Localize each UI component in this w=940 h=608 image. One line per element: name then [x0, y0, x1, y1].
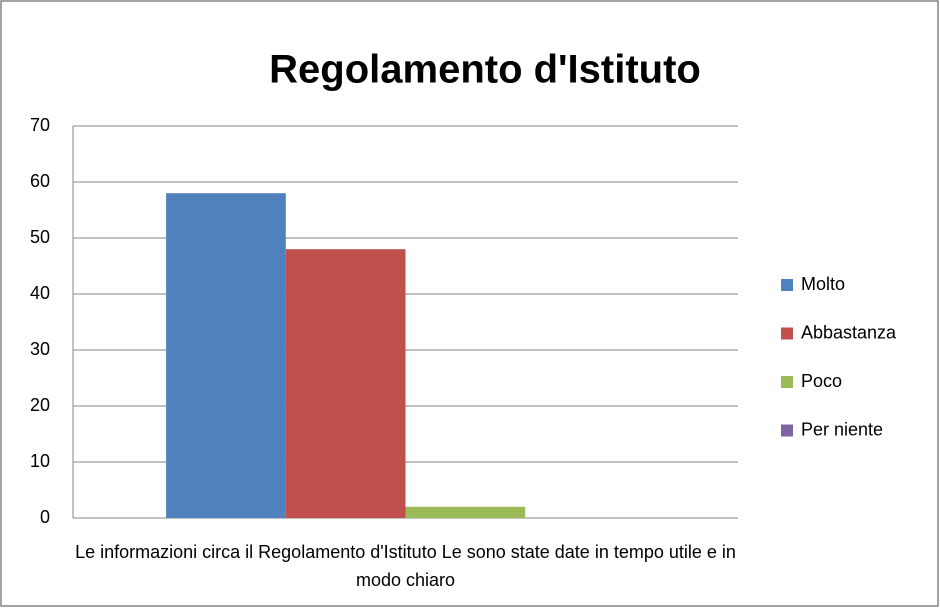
y-tick-label: 50	[30, 227, 50, 247]
legend-label: Poco	[801, 371, 842, 391]
bar	[405, 506, 526, 518]
y-tick-label: 10	[30, 451, 50, 471]
bar	[166, 193, 286, 518]
y-tick-label: 20	[30, 395, 50, 415]
legend-swatch	[781, 279, 793, 291]
legend-swatch	[781, 327, 793, 340]
y-tick-label: 0	[40, 507, 50, 527]
y-tick-label: 40	[30, 283, 50, 303]
legend-label: Molto	[801, 274, 845, 294]
legend-swatch	[781, 424, 793, 437]
y-tick-label: 30	[30, 339, 50, 359]
y-tick-label: 60	[30, 171, 50, 191]
bar	[285, 249, 406, 518]
legend-label: Abbastanza	[801, 322, 897, 342]
legend-label: Per niente	[801, 419, 883, 439]
legend-swatch	[781, 376, 793, 388]
chart-title: Regolamento d'Istituto	[269, 48, 701, 92]
y-tick-label: 70	[30, 115, 50, 135]
x-tick-label: Le informazioni circa il Regolamento d'I…	[75, 542, 736, 590]
